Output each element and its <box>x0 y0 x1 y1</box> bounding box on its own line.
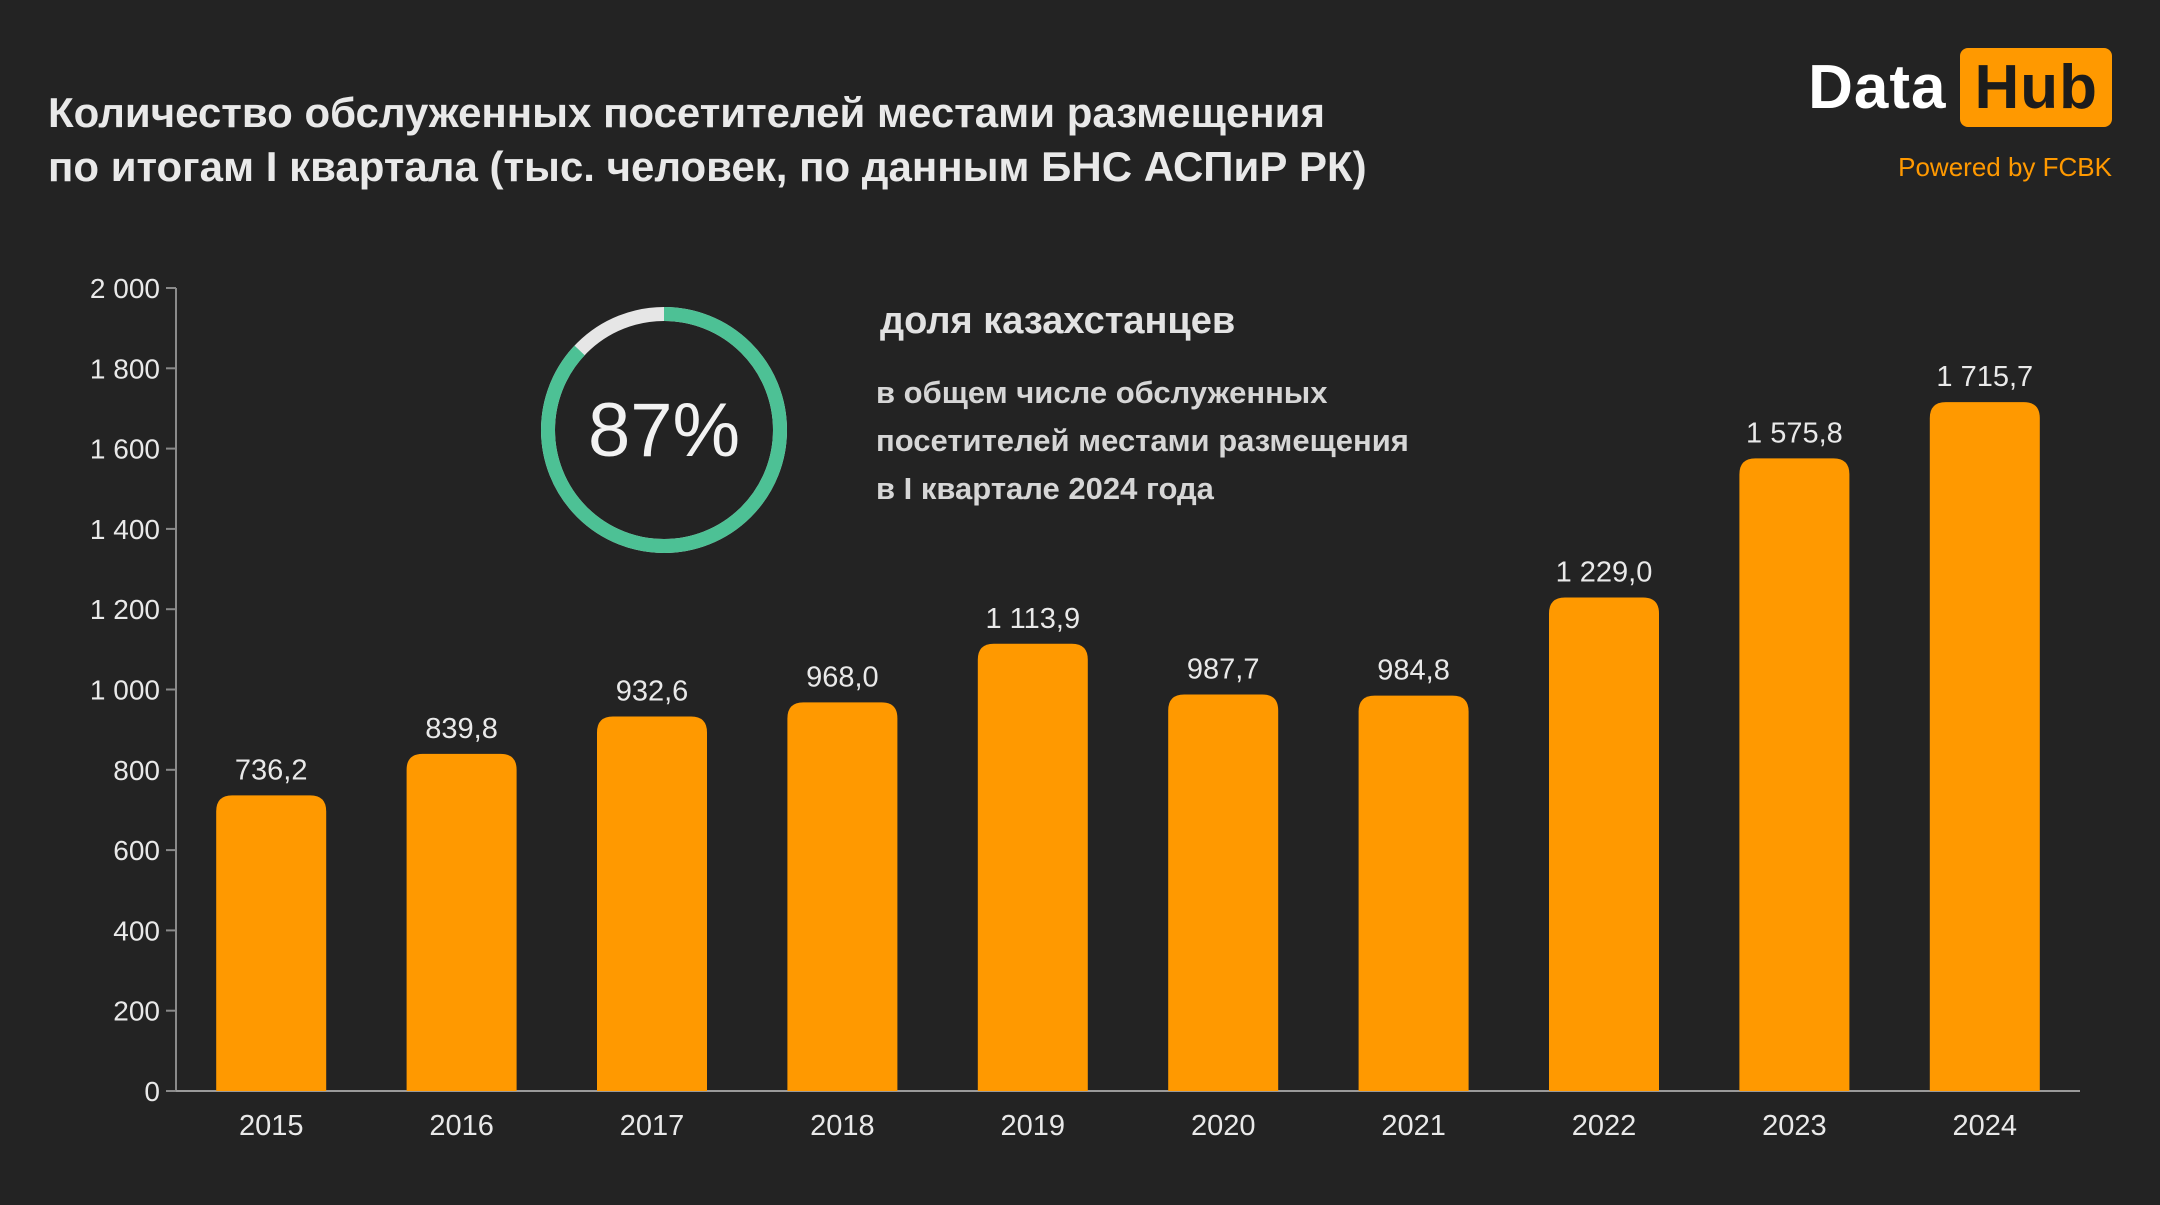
y-tick-label: 0 <box>144 1076 160 1107</box>
bar-2019 <box>977 643 1088 1091</box>
bar-value-label: 1 575,8 <box>1746 417 1843 449</box>
callout-line-2: посетителей местами размещения <box>876 423 1409 458</box>
y-tick-label: 600 <box>113 835 160 866</box>
logo-data-text: Data <box>1808 53 1947 122</box>
bar-value-label: 736,2 <box>235 754 308 786</box>
bar-2015 <box>216 795 327 1091</box>
x-axis: 2015 2016 2017 2018 2019 2020 2021 2022 2023 2024 <box>176 1090 2080 1142</box>
callout-line-1: в общем числе обслуженных <box>876 375 1328 410</box>
bar-series: 736,2 839,8 932,6 968,0 1 113,9 987,7 984,8 1 2… <box>216 361 2040 1092</box>
x-tick-label: 2022 <box>1572 1110 1637 1142</box>
y-axis: 0 200 400 600 800 1 000 1 200 1 400 1 600 1 800 2 … <box>90 273 177 1107</box>
bar-2017 <box>597 716 707 1091</box>
bar-value-label: 968,0 <box>806 661 879 693</box>
x-tick-label: 2021 <box>1381 1110 1446 1142</box>
logo-hub-badge: Hub <box>1960 48 2112 127</box>
bar-value-label: 1 715,7 <box>1936 361 2033 393</box>
datahub-logo: Data Hub Powered by FCBK <box>1772 48 2112 188</box>
bar-2022 <box>1549 597 1659 1091</box>
y-tick-label: 1 200 <box>90 594 160 625</box>
bar-value-label: 1 113,9 <box>985 603 1080 635</box>
bar-2018 <box>787 702 898 1091</box>
x-tick-label: 2018 <box>810 1110 875 1142</box>
y-tick-label: 2 000 <box>90 273 160 304</box>
bar-2023 <box>1739 458 1850 1092</box>
x-tick-label: 2024 <box>1953 1110 2018 1142</box>
y-tick-label: 200 <box>113 996 160 1027</box>
y-tick-label: 1 800 <box>90 353 160 384</box>
bar-2016 <box>406 753 517 1091</box>
chart-title-line-2: по итогам I квартала (тыс. человек, по д… <box>48 143 1367 190</box>
bar-value-label: 1 229,0 <box>1556 557 1653 589</box>
callout-body: в общем числе обслуженных посетителей ме… <box>876 369 1516 513</box>
x-tick-label: 2020 <box>1191 1110 1256 1142</box>
chart-title: Количество обслуженных посетителей места… <box>48 86 1548 194</box>
y-tick-label: 1 000 <box>90 675 160 706</box>
bar-value-label: 987,7 <box>1187 653 1260 685</box>
donut-percent-label: 87% <box>588 388 740 473</box>
x-tick-label: 2016 <box>429 1110 494 1142</box>
bar-2024 <box>1929 402 2040 1091</box>
x-tick-label: 2023 <box>1762 1110 1827 1142</box>
x-tick-label: 2015 <box>239 1110 304 1142</box>
bar-value-label: 839,8 <box>425 713 498 745</box>
bar-2020 <box>1168 694 1279 1091</box>
donut-progress-arc <box>541 307 787 553</box>
callout-line-3: в I квартале 2024 года <box>876 471 1214 506</box>
bar-value-label: 984,8 <box>1377 655 1450 687</box>
y-tick-label: 1 400 <box>90 514 160 545</box>
bar-2021 <box>1358 695 1469 1091</box>
x-tick-label: 2019 <box>1001 1110 1066 1142</box>
y-tick-label: 400 <box>113 915 160 946</box>
y-tick-label: 1 600 <box>90 434 160 465</box>
y-tick-label: 800 <box>113 755 160 786</box>
share-callout: доля казахстанцев в общем числе обслужен… <box>876 300 1516 513</box>
bar-value-label: 932,6 <box>616 676 689 708</box>
x-tick-label: 2017 <box>620 1110 685 1142</box>
chart-title-line-1: Количество обслуженных посетителей места… <box>48 89 1325 136</box>
callout-heading: доля казахстанцев <box>880 300 1236 342</box>
donut-indicator: 87% <box>541 307 787 553</box>
logo-powered-by: Powered by FCBK <box>1898 152 2112 182</box>
